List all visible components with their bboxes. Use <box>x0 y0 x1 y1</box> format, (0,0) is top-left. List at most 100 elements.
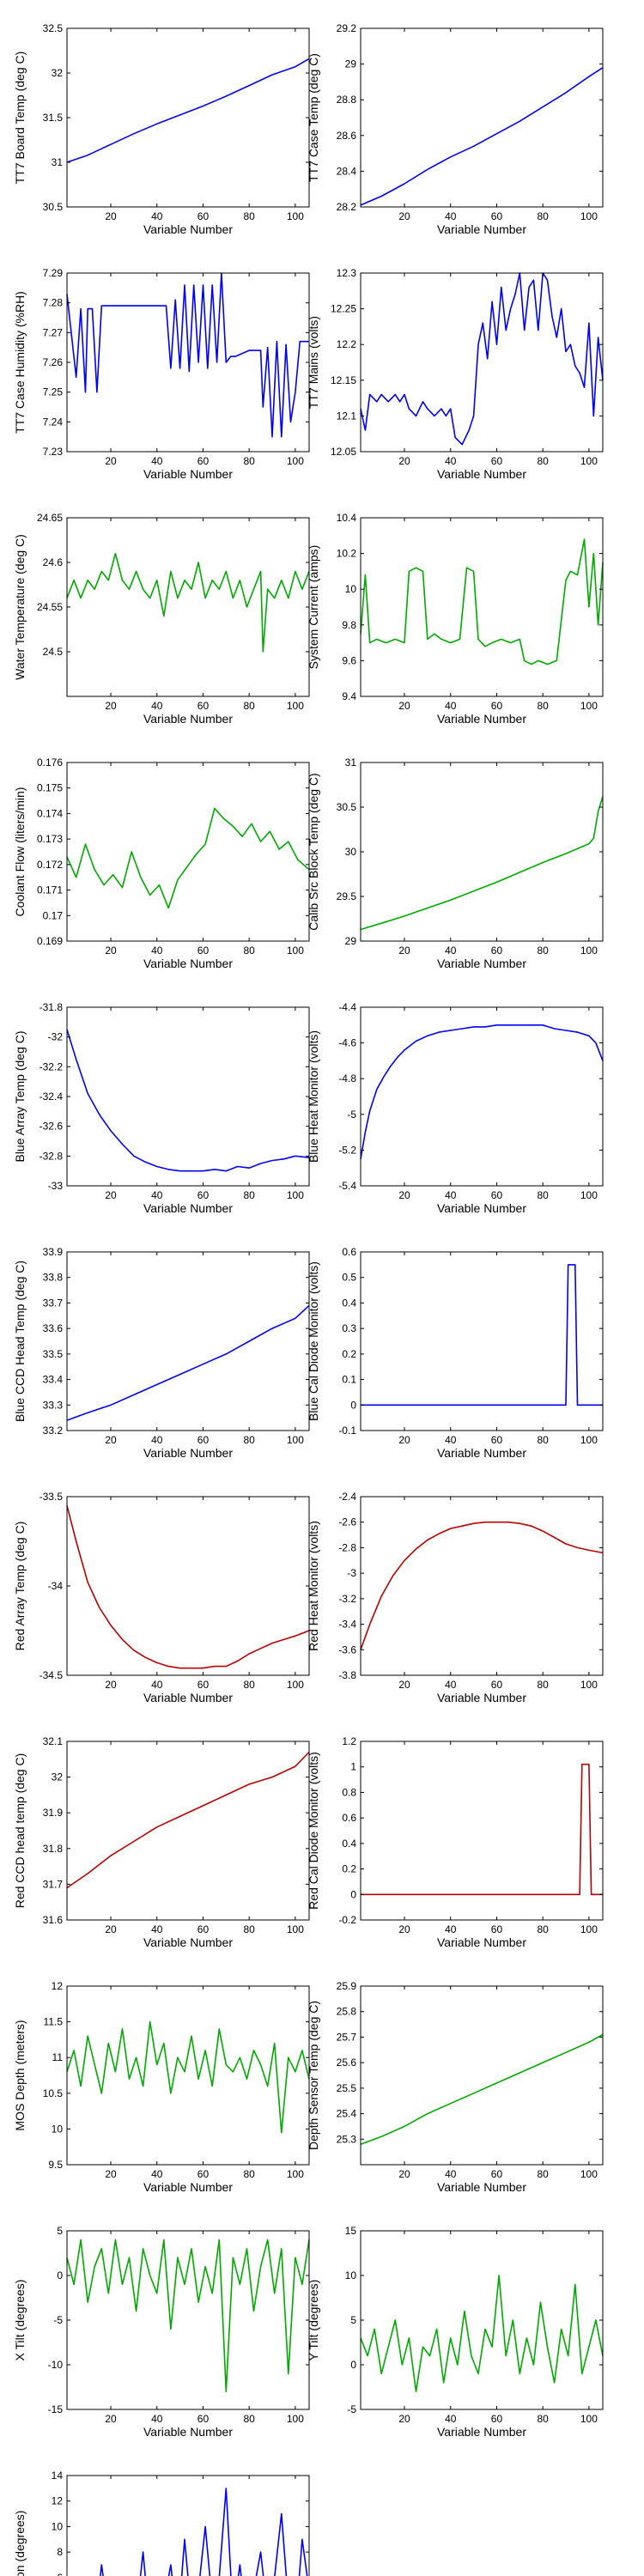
plot-frame <box>360 1251 604 1431</box>
y-tick-label: 33.7 <box>43 1297 64 1309</box>
y-tick-label: 9.5 <box>48 2159 63 2171</box>
y-tick-label: 30.5 <box>337 801 357 813</box>
series-line <box>360 796 604 931</box>
y-tick-label: 0.2 <box>342 1863 356 1875</box>
y-tick-label: -5 <box>53 2314 63 2326</box>
y-tick-label: -2.6 <box>338 1516 356 1528</box>
y-tick-label: 28.6 <box>337 130 357 142</box>
x-tick-label: 100 <box>287 2168 304 2180</box>
y-tick-label: 5 <box>350 2314 356 2326</box>
plot-frame <box>360 1496 604 1676</box>
chart-6: 20 40 60 80 100 9.4 9.6 9.8 10 10.2 10.4 Variable N… <box>307 512 604 726</box>
y-tick-label: 0 <box>57 2269 63 2281</box>
x-axis-label: Variable Number <box>437 712 526 726</box>
y-tick-label: 24.5 <box>43 646 64 658</box>
series-line <box>66 2239 310 2392</box>
x-tick-label: 100 <box>287 1434 304 1446</box>
x-tick-label: 60 <box>197 2168 210 2180</box>
y-axis-label: System Current (amps) <box>307 545 320 670</box>
y-tick-label: 25.4 <box>337 2108 357 2120</box>
x-tick-label: 60 <box>197 945 210 957</box>
y-tick-label: -5.4 <box>338 1180 356 1192</box>
plot-frame <box>360 517 604 697</box>
chart-15: 20 40 60 80 100 31.6 31.7 31.8 31.9 32 32.1 Variabl… <box>13 1735 310 1949</box>
x-axis-label: Variable Number <box>437 1935 526 1949</box>
y-tick-label: 10 <box>52 2123 64 2135</box>
chart-10: 20 40 60 80 100 -5.4 -5.2 -5 -4.8 -4.6 -4.4 Variabl… <box>307 1001 604 1215</box>
x-tick-label: 40 <box>151 700 163 712</box>
chart-8: 20 40 60 80 100 29 29.5 30 30.5 31 Variable Number… <box>307 756 604 970</box>
x-tick-label: 80 <box>537 1923 549 1935</box>
y-tick-label: 7.25 <box>43 386 64 398</box>
x-tick-label: 80 <box>537 1434 549 1446</box>
x-tick-label: 20 <box>105 210 117 222</box>
x-tick-label: 60 <box>491 1679 503 1691</box>
x-axis-label: Variable Number <box>143 2425 233 2439</box>
x-tick-label: 40 <box>151 1434 163 1446</box>
x-tick-label: 80 <box>537 700 549 712</box>
x-tick-label: 100 <box>287 1923 304 1935</box>
x-tick-label: 40 <box>151 2413 163 2425</box>
x-tick-label: 40 <box>445 945 457 957</box>
x-tick-label: 60 <box>491 1434 503 1446</box>
x-tick-label: 20 <box>398 700 410 712</box>
x-tick-label: 20 <box>398 1679 410 1691</box>
y-tick-label: 24.65 <box>37 512 63 524</box>
plot-frame <box>66 762 310 942</box>
y-tick-label: -32.6 <box>39 1121 64 1133</box>
y-tick-label: 7.24 <box>43 416 64 428</box>
y-tick-label: 10 <box>345 583 357 595</box>
x-tick-label: 60 <box>491 455 503 467</box>
y-tick-label: 30.5 <box>43 201 64 213</box>
y-tick-label: -5 <box>347 1109 356 1121</box>
x-tick-label: 20 <box>105 945 117 957</box>
chart-7: 20 40 60 80 100 0.169 0.17 0.171 0.172 0.173 0.174… <box>13 756 310 970</box>
y-tick-label: 0.2 <box>342 1348 356 1360</box>
x-tick-label: 60 <box>491 700 503 712</box>
series-line <box>361 1763 603 1896</box>
series-line <box>360 2275 604 2392</box>
chart-17: 20 40 60 80 100 9.5 10 10.5 11 11.5 12 Variable Num… <box>13 1980 310 2194</box>
chart-16: 20 40 60 80 100 -0.2 0 0.2 0.4 0.6 0.8 1 1.2 Variable… <box>307 1735 604 1949</box>
x-tick-label: 80 <box>537 2168 549 2180</box>
y-tick-label: -32.8 <box>39 1150 64 1162</box>
x-axis-label: Variable Number <box>437 1446 526 1460</box>
y-tick-label: -34 <box>48 1580 64 1592</box>
x-tick-label: 20 <box>105 2413 117 2425</box>
y-tick-label: -0.1 <box>338 1425 356 1437</box>
y-axis-label: TT7 Case Temp (deg C) <box>307 53 320 182</box>
x-tick-label: 60 <box>197 210 210 222</box>
x-tick-label: 100 <box>287 210 304 222</box>
series-line <box>360 1024 604 1159</box>
y-axis-label: TT7 Board Temp (deg C) <box>13 52 27 185</box>
y-tick-label: -5.2 <box>338 1144 356 1156</box>
x-tick-label: 20 <box>398 2168 410 2180</box>
y-tick-label: 28.4 <box>337 165 357 177</box>
y-tick-label: 12 <box>52 1980 64 1992</box>
plot-frame <box>360 1985 604 2166</box>
y-tick-label: 0.171 <box>37 884 63 896</box>
x-tick-label: 20 <box>105 1189 117 1201</box>
x-tick-label: 20 <box>398 1189 410 1201</box>
x-tick-label: 20 <box>398 455 410 467</box>
x-tick-label: 100 <box>287 1189 304 1201</box>
x-tick-label: 60 <box>197 700 210 712</box>
y-tick-label: 31.9 <box>43 1807 64 1819</box>
x-tick-label: 100 <box>287 945 304 957</box>
y-axis-label: TT7 Mains (volts) <box>307 316 320 409</box>
y-tick-label: 0.5 <box>342 1272 356 1284</box>
series-line <box>66 1304 310 1421</box>
chart-3: 20 40 60 80 100 7.23 7.24 7.25 7.26 7.27 7.28 7.29 V… <box>13 267 310 481</box>
series-line <box>100 2488 308 2576</box>
y-tick-label: 14 <box>52 2470 64 2482</box>
y-tick-label: -4.8 <box>338 1072 356 1084</box>
y-tick-label: 0.173 <box>37 833 63 845</box>
y-tick-label: 24.6 <box>43 556 64 568</box>
y-tick-label: 33.8 <box>43 1272 64 1284</box>
y-tick-label: 28.8 <box>337 94 357 106</box>
y-tick-label: 12.15 <box>331 374 356 386</box>
x-tick-label: 80 <box>243 700 255 712</box>
y-tick-label: -32 <box>48 1031 64 1043</box>
x-tick-label: 100 <box>580 2168 598 2180</box>
